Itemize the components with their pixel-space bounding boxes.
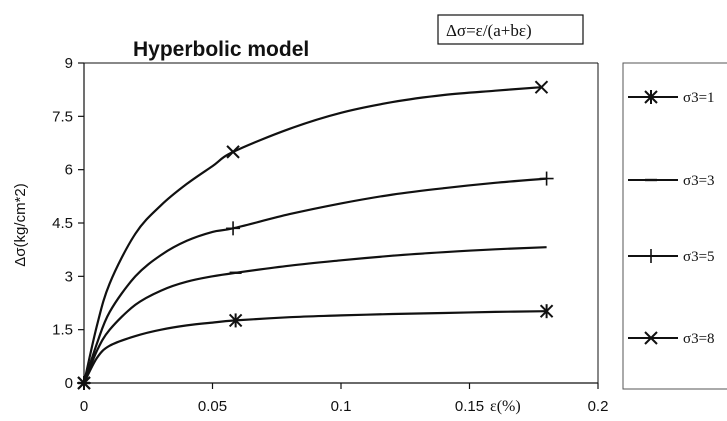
y-tick-label: 4.5 [52, 215, 73, 232]
legend-entry-3: σ3=5 [628, 249, 715, 265]
legend-swatch-marker [644, 331, 658, 345]
series-line-4 [82, 86, 542, 384]
axes [83, 62, 599, 384]
series-1-marker [539, 304, 554, 319]
series-4-marker-stroke [77, 376, 91, 390]
legend-label: σ3=8 [683, 331, 715, 347]
series-3-marker [226, 221, 241, 236]
series-1-marker [228, 313, 243, 328]
y-tick-label: 6 [65, 162, 73, 179]
series-group [77, 80, 554, 390]
legend-items: σ3=1 σ3=3 σ3=5 σ3=8 [628, 90, 715, 347]
legend-label: σ3=1 [683, 90, 715, 106]
legend-entry-4: σ3=8 [628, 331, 715, 347]
series-4-marker-stroke [534, 80, 549, 94]
x-tick-label: 0.2 [588, 398, 609, 415]
series-3-marker [539, 171, 554, 186]
y-tick-label: 3 [65, 268, 73, 285]
ticks: 0 1.5 3 4.5 6 7.5 9 0 0.05 0.1 0.15 0.2 [52, 55, 608, 415]
x-tick-label: 0.05 [198, 398, 227, 415]
y-tick-label: 0 [65, 375, 73, 392]
x-tick-label: 0 [80, 398, 88, 415]
x-axis-label: ε(%) [490, 398, 521, 415]
y-tick-label: 9 [65, 55, 73, 72]
y-tick-label: 7.5 [52, 108, 73, 125]
legend-entry-2: σ3=3 [628, 173, 715, 189]
legend-label: σ3=5 [683, 249, 715, 265]
series-4-marker [77, 376, 91, 390]
chart-title: Hyperbolic model [133, 38, 309, 61]
legend-label: σ3=3 [683, 173, 715, 189]
legend-frame [622, 62, 727, 390]
legend: σ3=1 σ3=3 σ3=5 σ3=8 [622, 62, 727, 390]
x-tick-label: 0.1 [331, 398, 352, 415]
series-line-2 [82, 246, 547, 384]
series-4-marker [226, 145, 240, 159]
series-4-marker-stroke [226, 145, 240, 159]
legend-entry-1: σ3=1 [628, 90, 715, 106]
x-tick-label: 0.15 [455, 398, 484, 415]
series-line-3 [82, 177, 547, 384]
formula-text: Δσ=ε/(a+bε) [446, 21, 532, 40]
formula-box-frame [437, 14, 584, 45]
y-tick-label: 1.5 [52, 322, 73, 339]
y-axis-label: Δσ(kg/cm*2) [12, 183, 29, 266]
series-line-1 [83, 310, 547, 384]
legend-swatch-marker-stroke [644, 331, 658, 345]
series-4-marker [534, 80, 549, 94]
formula-box: Δσ=ε/(a+bε) [437, 14, 584, 45]
legend-swatch-marker [644, 90, 658, 104]
legend-swatch-marker [644, 249, 658, 263]
